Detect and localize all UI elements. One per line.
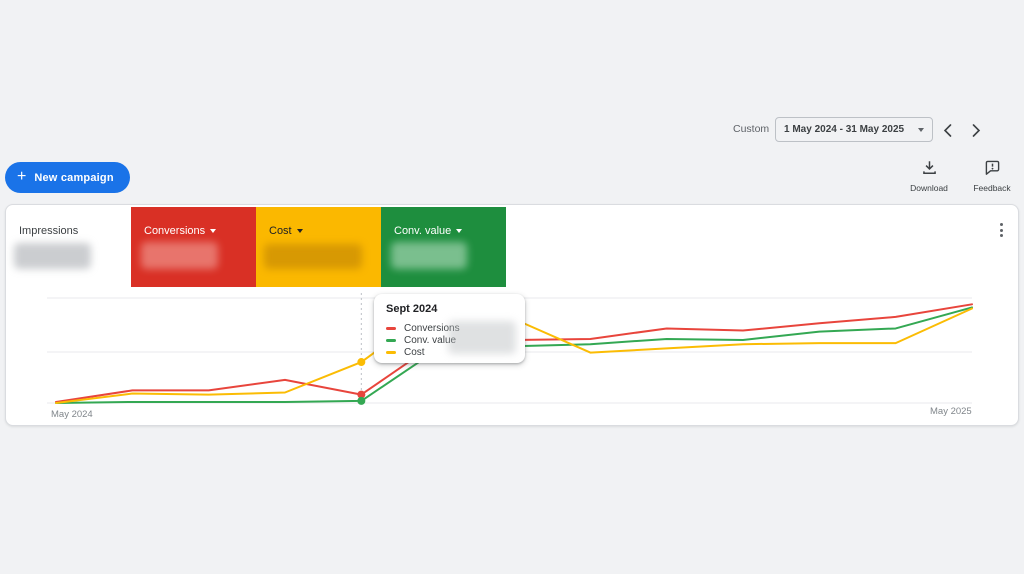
next-period-button[interactable] — [967, 120, 985, 140]
chevron-left-icon — [943, 123, 951, 137]
tooltip-row-conversions: Conversions — [386, 322, 515, 334]
redacted-tooltip-values — [448, 321, 516, 354]
caret-down-icon — [296, 229, 303, 233]
yellow-dash-icon — [386, 350, 396, 354]
tooltip-row-cost: Cost — [386, 346, 515, 358]
caret-down-icon — [456, 229, 463, 233]
date-range-picker[interactable]: 1 May 2024 - 31 May 2025 — [775, 117, 933, 142]
tooltip-row-conv-value: Conv. value — [386, 334, 515, 346]
previous-period-button[interactable] — [938, 120, 956, 140]
redacted-cost-value — [264, 244, 362, 269]
new-campaign-label: New campaign — [34, 171, 114, 184]
download-button[interactable]: Download — [903, 160, 955, 193]
overview-chart-card: Impressions Conversions Cost Conv. value — [5, 204, 1019, 426]
feedback-label: Feedback — [973, 183, 1011, 193]
feedback-icon — [985, 160, 999, 175]
scorecard-conv-value[interactable]: Conv. value — [381, 207, 506, 287]
caret-down-icon — [918, 127, 924, 132]
new-campaign-button[interactable]: + New campaign — [5, 162, 130, 193]
red-dash-icon — [386, 326, 396, 330]
tooltip-title: Sept 2024 — [386, 303, 438, 315]
download-label: Download — [910, 183, 948, 193]
date-range-value: 1 May 2024 - 31 May 2025 — [784, 124, 905, 135]
feedback-button[interactable]: Feedback — [966, 160, 1018, 193]
plus-icon: + — [17, 168, 27, 185]
scorecard-impressions-label: Impressions — [19, 225, 79, 237]
caret-down-icon — [210, 229, 217, 233]
scorecard-impressions[interactable]: Impressions — [6, 207, 131, 287]
redacted-impressions-value — [14, 243, 91, 269]
chart-tooltip: Sept 2024 Conversions Conv. value Cost — [374, 294, 525, 363]
date-mode-label: Custom — [733, 123, 770, 135]
scorecard-conv-value-label: Conv. value — [394, 225, 452, 237]
chevron-right-icon — [972, 123, 980, 137]
kebab-icon — [999, 223, 1003, 226]
redacted-conv-value-value — [391, 242, 467, 269]
x-axis-start-label: May 2024 — [51, 409, 93, 420]
scorecard-conversions-label: Conversions — [144, 225, 206, 237]
green-dash-icon — [386, 338, 396, 342]
card-overflow-menu-button[interactable] — [992, 218, 1010, 242]
scorecard-cost[interactable]: Cost — [256, 207, 381, 287]
download-icon — [922, 161, 936, 175]
x-axis-end-label: May 2025 — [930, 406, 972, 417]
scorecard-conversions[interactable]: Conversions — [131, 207, 256, 287]
redacted-conversions-value — [141, 242, 218, 269]
scorecard-cost-label: Cost — [269, 225, 292, 237]
